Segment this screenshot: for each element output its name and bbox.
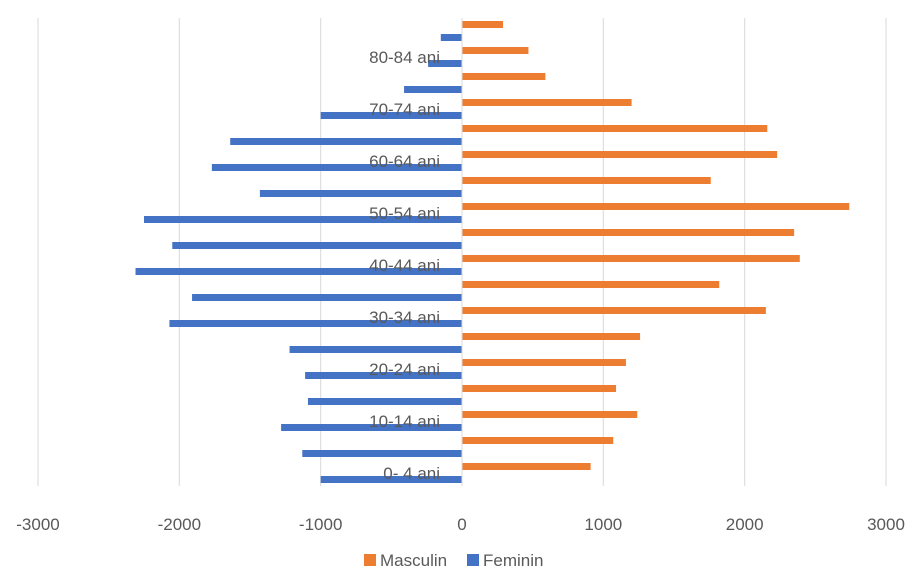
bar-feminin [307,398,462,405]
bar-masculin [462,359,626,366]
bar-feminin [305,372,462,379]
x-tick-labels: -3000 -2000 -1000 0 1000 2000 3000 [16,515,905,534]
bar-feminin [320,476,462,483]
category-label: 20-24 ani [369,360,440,379]
bar-feminin [440,34,462,41]
bar-feminin [169,320,462,327]
x-tick-label: 1000 [584,515,622,534]
bar-masculin [462,385,617,392]
bar-masculin [462,73,546,80]
x-tick-label: 2000 [726,515,764,534]
gridlines [37,18,887,486]
category-label: 70-74 ani [369,100,440,119]
bar-feminin [259,190,462,197]
category-label: 30-34 ani [369,308,440,327]
bar-masculin [462,437,614,444]
legend-label: Feminin [483,551,543,570]
legend-swatch [364,554,376,566]
bar-masculin [462,307,766,314]
bar-feminin [172,242,462,249]
bar-feminin [211,164,462,171]
x-tick-label: -1000 [299,515,342,534]
category-label: 60-64 ani [369,152,440,171]
x-tick-label: 3000 [867,515,905,534]
bar-masculin [462,151,778,158]
category-labels: 0- 4 ani 10-14 ani 20-24 ani 30-34 ani 40-44… [369,48,440,483]
bar-masculin [462,99,632,106]
bar-masculin [462,463,591,470]
legend: Masculin Feminin [364,551,543,570]
bar-feminin [289,346,462,353]
bar-masculin [462,177,711,184]
bar-masculin [462,125,768,132]
category-label: 40-44 ani [369,256,440,275]
bar-feminin [281,424,462,431]
bar-feminin [144,216,462,223]
legend-label: Masculin [380,551,447,570]
bar-feminin [302,450,462,457]
x-tick-label: -2000 [158,515,201,534]
bar-masculin [462,333,641,340]
category-label: 10-14 ani [369,412,440,431]
bar-feminin [404,86,462,93]
x-tick-label: 0 [457,515,466,534]
x-tick-label: -3000 [16,515,59,534]
bar-feminin [230,138,462,145]
bars [135,21,850,483]
bar-masculin [462,229,795,236]
bar-feminin [135,268,462,275]
category-label: 80-84 ani [369,48,440,67]
category-label: 50-54 ani [369,204,440,223]
bar-masculin [462,411,638,418]
bar-feminin [192,294,462,301]
bar-feminin [428,60,462,67]
bar-masculin [462,203,850,210]
bar-masculin [462,281,720,288]
legend-swatch [467,554,479,566]
bar-masculin [462,47,529,54]
bar-masculin [462,21,503,28]
bar-feminin [320,112,462,119]
category-label: 0- 4 ani [383,464,440,483]
bar-masculin [462,255,800,262]
